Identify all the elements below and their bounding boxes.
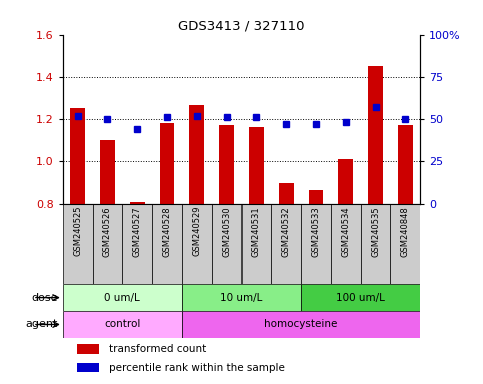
Bar bbox=[70, 109, 85, 204]
Bar bbox=[182, 311, 420, 338]
Bar bbox=[309, 190, 324, 204]
Bar bbox=[212, 204, 242, 284]
Text: agent: agent bbox=[26, 319, 58, 329]
Bar bbox=[77, 344, 99, 354]
Bar bbox=[338, 159, 353, 204]
Text: GDS3413 / 327110: GDS3413 / 327110 bbox=[178, 20, 305, 33]
Text: GSM240528: GSM240528 bbox=[163, 206, 171, 257]
Text: GSM240848: GSM240848 bbox=[401, 206, 410, 257]
Bar bbox=[63, 284, 182, 311]
Bar bbox=[77, 363, 99, 372]
Bar bbox=[242, 204, 271, 284]
Text: dose: dose bbox=[31, 293, 58, 303]
Bar bbox=[219, 126, 234, 204]
Bar bbox=[271, 204, 301, 284]
Bar bbox=[152, 204, 182, 284]
Text: 100 um/L: 100 um/L bbox=[336, 293, 385, 303]
Bar bbox=[368, 66, 383, 204]
Text: GSM240527: GSM240527 bbox=[133, 206, 142, 257]
Text: homocysteine: homocysteine bbox=[264, 319, 338, 329]
Text: GSM240535: GSM240535 bbox=[371, 206, 380, 257]
Bar bbox=[301, 204, 331, 284]
Bar bbox=[249, 127, 264, 204]
Text: GSM240530: GSM240530 bbox=[222, 206, 231, 257]
Text: 10 um/L: 10 um/L bbox=[220, 293, 263, 303]
Bar bbox=[301, 284, 420, 311]
Bar bbox=[182, 204, 212, 284]
Text: GSM240525: GSM240525 bbox=[73, 206, 82, 257]
Bar bbox=[130, 202, 145, 204]
Bar bbox=[390, 204, 420, 284]
Bar bbox=[279, 184, 294, 204]
Bar bbox=[159, 123, 174, 204]
Text: GSM240532: GSM240532 bbox=[282, 206, 291, 257]
Text: transformed count: transformed count bbox=[109, 344, 207, 354]
Bar bbox=[122, 204, 152, 284]
Text: GSM240531: GSM240531 bbox=[252, 206, 261, 257]
Text: GSM240534: GSM240534 bbox=[341, 206, 350, 257]
Text: GSM240526: GSM240526 bbox=[103, 206, 112, 257]
Text: control: control bbox=[104, 319, 141, 329]
Bar bbox=[331, 204, 361, 284]
Bar bbox=[93, 204, 122, 284]
Bar bbox=[63, 311, 182, 338]
Bar bbox=[182, 284, 301, 311]
Text: percentile rank within the sample: percentile rank within the sample bbox=[109, 363, 285, 373]
Text: 0 um/L: 0 um/L bbox=[104, 293, 140, 303]
Bar bbox=[398, 126, 413, 204]
Text: GSM240529: GSM240529 bbox=[192, 206, 201, 257]
Bar bbox=[63, 204, 93, 284]
Bar bbox=[100, 140, 115, 204]
Text: GSM240533: GSM240533 bbox=[312, 206, 320, 257]
Bar bbox=[361, 204, 390, 284]
Bar bbox=[189, 105, 204, 204]
